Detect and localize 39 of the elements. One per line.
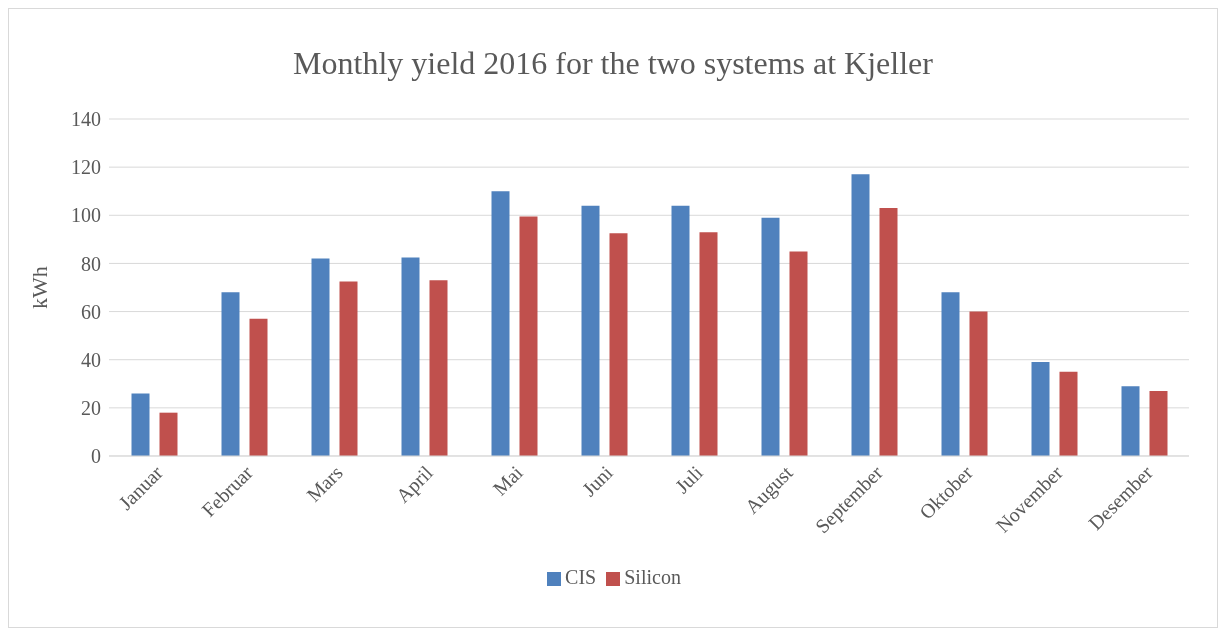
y-tick-label: 40 — [81, 348, 101, 371]
y-tick-label: 20 — [81, 396, 101, 419]
x-tick-label: Juli — [670, 461, 708, 498]
y-tick-label: 100 — [71, 204, 101, 227]
bar — [789, 251, 808, 456]
bar — [1031, 362, 1050, 456]
legend-label: CIS — [565, 566, 597, 588]
bar — [1149, 391, 1168, 456]
bar — [311, 258, 330, 456]
y-axis-title: kWh — [26, 266, 52, 309]
bar — [519, 216, 538, 456]
bar — [761, 217, 780, 456]
y-tick-label: 80 — [81, 252, 101, 275]
bar — [851, 174, 870, 456]
chart-title: Monthly yield 2016 for the two systems at Kjeller — [292, 45, 934, 82]
x-tick-label: Juni — [577, 461, 618, 501]
bar — [1121, 386, 1140, 456]
bar — [609, 233, 628, 456]
y-tick-label: 120 — [71, 156, 101, 179]
bar — [159, 412, 178, 456]
bar — [969, 311, 988, 456]
bar — [699, 232, 718, 456]
bar — [1059, 371, 1078, 456]
bar — [581, 205, 600, 456]
y-tick-label: 0 — [91, 445, 101, 468]
bar — [491, 191, 510, 456]
legend-label: Silicon — [624, 566, 681, 588]
bar — [879, 208, 898, 456]
bar — [249, 318, 268, 456]
bar — [131, 393, 150, 456]
bar — [429, 280, 448, 456]
bar — [941, 292, 960, 456]
bar — [339, 281, 358, 456]
y-tick-label: 140 — [71, 108, 101, 131]
bar — [221, 292, 240, 456]
bar — [401, 257, 420, 456]
y-tick-label: 60 — [81, 300, 101, 323]
x-tick-label: Mai — [488, 461, 528, 500]
bar — [671, 205, 690, 456]
